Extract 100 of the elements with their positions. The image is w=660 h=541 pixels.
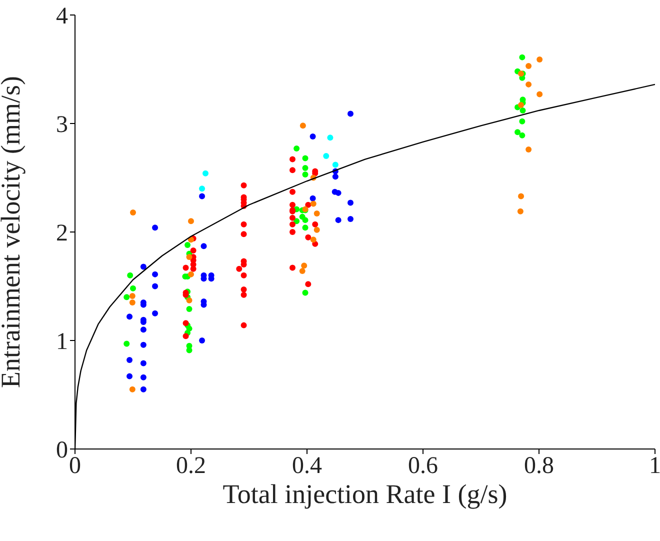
point — [188, 236, 194, 243]
point — [236, 266, 242, 272]
point — [310, 200, 316, 207]
y-tick-label: 3 — [56, 112, 68, 138]
point — [519, 132, 526, 138]
point — [130, 285, 136, 292]
point — [202, 170, 208, 176]
point — [199, 193, 206, 200]
point — [290, 214, 296, 221]
point — [348, 216, 354, 222]
point — [126, 357, 133, 364]
x-tick-label: 1 — [649, 453, 660, 480]
point — [305, 202, 312, 208]
point — [526, 62, 532, 69]
point — [152, 283, 158, 290]
point — [290, 167, 296, 174]
point — [310, 195, 316, 202]
point — [140, 386, 146, 392]
point — [124, 294, 130, 300]
point — [240, 322, 247, 328]
point — [327, 134, 334, 141]
point — [126, 314, 133, 320]
point — [127, 272, 134, 278]
point — [536, 91, 543, 98]
point — [240, 292, 247, 298]
point — [140, 326, 146, 333]
point — [188, 271, 194, 278]
point — [240, 231, 247, 238]
point — [140, 360, 146, 366]
point — [240, 221, 247, 228]
point — [199, 186, 206, 192]
point — [301, 262, 308, 269]
point — [190, 247, 196, 254]
point — [129, 293, 136, 300]
point — [200, 243, 207, 250]
point — [240, 286, 247, 293]
point — [140, 342, 146, 348]
point — [302, 164, 308, 171]
point — [290, 264, 296, 271]
point — [184, 242, 191, 248]
point — [323, 153, 330, 160]
point — [305, 234, 312, 240]
x-tick-label: 0.2 — [176, 453, 206, 480]
point — [290, 221, 296, 228]
point — [152, 310, 158, 316]
point — [186, 297, 192, 304]
point — [517, 208, 524, 214]
point — [199, 338, 206, 344]
x-tick-label: 0.8 — [524, 453, 554, 480]
point — [335, 190, 342, 196]
point — [290, 229, 296, 235]
point — [152, 224, 158, 231]
point — [188, 218, 194, 224]
point — [302, 224, 308, 231]
point — [290, 156, 296, 162]
point — [348, 110, 354, 117]
y-tick-label: 4 — [56, 4, 68, 30]
point — [310, 134, 316, 140]
point — [518, 193, 524, 200]
point — [140, 264, 146, 270]
point — [182, 333, 189, 340]
point — [186, 306, 192, 312]
point — [152, 271, 158, 278]
point — [300, 122, 306, 129]
y-axis-title: Entrainment velocity (mm/s) — [0, 76, 26, 388]
point — [302, 155, 308, 162]
point — [290, 188, 296, 195]
point — [129, 386, 136, 392]
point — [314, 226, 320, 233]
x-tick-label: 0.4 — [292, 453, 322, 480]
point — [302, 290, 308, 296]
point — [310, 236, 316, 243]
point — [526, 146, 532, 153]
point — [290, 202, 296, 208]
point — [240, 182, 247, 188]
point — [140, 374, 146, 380]
x-tick-label: 0.6 — [408, 453, 438, 480]
y-tick-label: 2 — [56, 220, 68, 247]
point — [302, 217, 308, 224]
point — [514, 129, 521, 136]
point — [302, 171, 308, 178]
point — [294, 145, 300, 152]
point — [182, 264, 189, 271]
point — [305, 281, 312, 288]
point — [348, 200, 354, 206]
point — [124, 340, 130, 347]
point — [536, 56, 543, 62]
point — [314, 210, 320, 217]
point — [335, 217, 342, 224]
point — [299, 268, 306, 274]
point — [186, 254, 192, 260]
x-axis-title: Total injection Rate I (g/s) — [222, 479, 508, 509]
point — [518, 102, 524, 108]
point — [332, 162, 338, 168]
point — [526, 81, 532, 88]
point — [519, 118, 526, 124]
point — [240, 272, 247, 278]
point — [126, 373, 133, 380]
y-tick-label: 1 — [56, 329, 68, 356]
point — [520, 107, 526, 114]
